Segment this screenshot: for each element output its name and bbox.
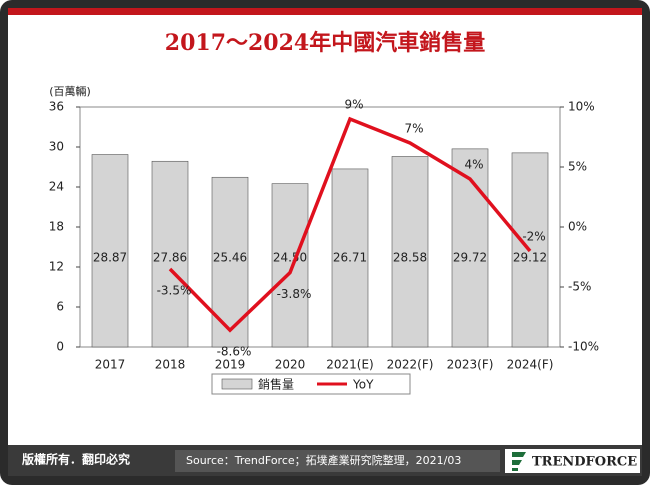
line-value-label: 4% <box>464 158 483 172</box>
x-tick-label: 2021(E) <box>326 358 373 372</box>
legend-label: YoY <box>352 378 374 392</box>
x-tick-label: 2020 <box>275 358 306 372</box>
bar-value-label: 28.87 <box>93 251 127 265</box>
yoy-line <box>168 116 532 333</box>
top-bar <box>8 8 642 15</box>
panel <box>8 8 642 476</box>
x-tick-label: 2022(F) <box>387 358 434 372</box>
logo: TRENDFORCE <box>532 455 637 470</box>
bar-value-label: 28.58 <box>393 251 427 265</box>
y-tick-label: 12 <box>49 260 64 274</box>
bar-value-label: 24.50 <box>273 251 307 265</box>
x-tick-label: 2018 <box>155 358 186 372</box>
y-label: (百萬輛) <box>49 84 91 98</box>
y2-tick-label: 0% <box>568 220 587 234</box>
x-tick-label: 2023(F) <box>447 358 494 372</box>
line-value-label: -3.5% <box>157 284 192 298</box>
y-tick-label: 30 <box>49 140 64 154</box>
x-tick-label: 2019 <box>215 358 246 372</box>
logo-icon <box>512 452 526 471</box>
y-tick-label: 36 <box>49 100 64 114</box>
bar <box>391 156 429 348</box>
source-bg <box>175 450 500 472</box>
legend-label: 銷售量 <box>258 377 294 392</box>
bar-value-label: 27.86 <box>153 251 187 265</box>
line-value-label: -2% <box>522 230 545 244</box>
bar-value-label: 26.71 <box>333 251 367 265</box>
bar <box>151 160 189 348</box>
bar-value-label: 29.72 <box>453 251 487 265</box>
line-value-label: 9% <box>344 98 363 112</box>
y-tick-label: 0 <box>56 340 64 354</box>
y2-tick-label: 5% <box>568 160 587 174</box>
legend-swatch <box>221 378 253 390</box>
y2-tick-label: -5% <box>568 280 591 294</box>
x-tick-label: 2024(F) <box>507 358 554 372</box>
y2-tick-label: 10% <box>568 100 595 114</box>
line-value-label: -3.8% <box>277 287 312 301</box>
footer-rights: 版權所有．翻印必究 <box>22 452 130 467</box>
footer-source: Source：TrendForce；拓墣產業研究院整理，2021/03 <box>186 453 461 467</box>
bar <box>91 154 129 348</box>
logo-bg <box>505 449 640 473</box>
bar-value-label: 29.12 <box>513 251 547 265</box>
y-tick-label: 6 <box>56 300 64 314</box>
bar-value-label: 25.46 <box>213 251 247 265</box>
y-tick-label: 18 <box>49 220 64 234</box>
bar <box>331 168 369 348</box>
bar <box>271 183 309 348</box>
line-value-label: 7% <box>404 122 423 136</box>
x-tick-label: 2017 <box>95 358 126 372</box>
y-tick-label: 24 <box>49 180 64 194</box>
y2-tick-label: -10% <box>568 340 599 354</box>
line-value-label: -8.6% <box>217 345 252 359</box>
chart-title: 2017～2024年中國汽車銷售量 <box>165 30 485 56</box>
bar <box>451 148 489 348</box>
legend-box <box>211 373 411 395</box>
